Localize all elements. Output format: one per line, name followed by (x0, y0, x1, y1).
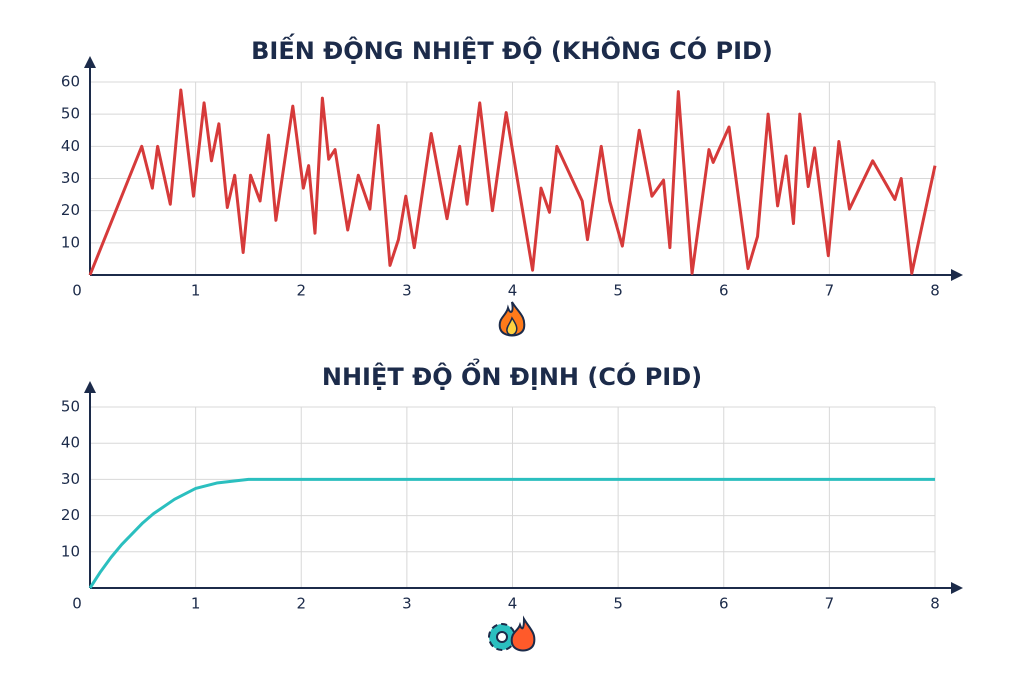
y-tick-label: 20 (61, 506, 80, 524)
x-tick-label: 5 (613, 595, 623, 613)
y-tick-label: 10 (61, 542, 80, 560)
chart-title: NHIỆT ĐỘ ỔN ĐỊNH (CÓ PID) (322, 356, 702, 391)
gear-flame-icon (488, 615, 536, 652)
x-tick-label: 8 (930, 595, 940, 613)
x-axis-arrow (951, 269, 963, 281)
y-axis-arrow (84, 56, 96, 68)
data-line (88, 88, 937, 276)
x-tick-label: 5 (613, 282, 623, 300)
y-tick-label: 10 (61, 233, 80, 251)
x-tick-label: 2 (296, 282, 306, 300)
x-tick-label: 0 (72, 595, 82, 613)
y-tick-label: 30 (61, 470, 80, 488)
y-tick-label: 20 (61, 201, 80, 219)
x-tick-label: 4 (508, 282, 518, 300)
x-tick-label: 7 (825, 595, 835, 613)
x-tick-label: 6 (719, 595, 729, 613)
y-tick-label: 40 (61, 434, 80, 452)
x-tick-label: 1 (191, 282, 201, 300)
x-axis-arrow (951, 582, 963, 594)
flame-icon (498, 301, 526, 337)
y-tick-label: 60 (61, 73, 80, 91)
x-tick-label: 8 (930, 282, 940, 300)
x-tick-label: 1 (191, 595, 201, 613)
x-tick-label: 4 (508, 595, 518, 613)
x-tick-label: 3 (402, 282, 412, 300)
x-tick-label: 3 (402, 595, 412, 613)
chart-title: BIẾN ĐỘNG NHIỆT ĐỘ (KHÔNG CÓ PID) (251, 32, 773, 65)
data-line (88, 477, 935, 589)
y-axis-arrow (84, 381, 96, 393)
y-tick-label: 50 (61, 105, 80, 123)
x-tick-label: 0 (72, 282, 82, 300)
x-tick-label: 6 (719, 282, 729, 300)
y-tick-label: 30 (61, 169, 80, 187)
y-tick-label: 40 (61, 137, 80, 155)
x-tick-label: 2 (296, 595, 306, 613)
x-tick-label: 7 (825, 282, 835, 300)
y-tick-label: 50 (61, 398, 80, 416)
